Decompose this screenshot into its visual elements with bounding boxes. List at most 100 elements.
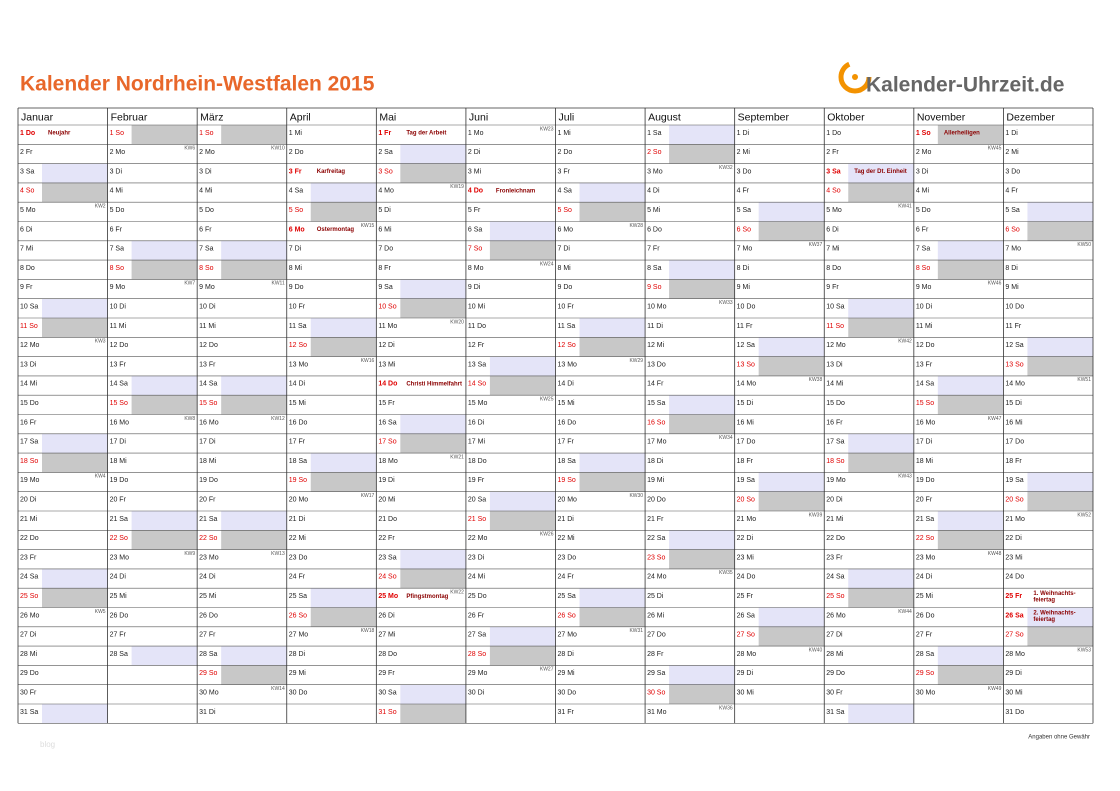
- day-label: 29 Mi: [289, 670, 307, 677]
- week-number: KW9: [184, 551, 195, 557]
- day-label: 3 Mo: [647, 168, 663, 175]
- day-shade: [131, 240, 198, 261]
- week-number: KW34: [719, 435, 733, 441]
- day-shade: [42, 433, 108, 454]
- day-label: 1 Fr: [378, 130, 391, 137]
- day-label: 22 So: [110, 535, 128, 542]
- day-shade: [848, 298, 914, 318]
- week-number: KW24: [540, 261, 554, 267]
- day-label: 22 Mo: [468, 535, 488, 542]
- month-header: Dezember: [1006, 111, 1055, 123]
- day-shade: [669, 144, 735, 164]
- day-shade: [310, 318, 377, 338]
- holiday-label: 2. Weihnachts-feiertag: [1033, 610, 1075, 623]
- day-label: 12 Do: [110, 342, 129, 349]
- day-label: 23 So: [647, 554, 665, 561]
- day-shade: [42, 704, 108, 724]
- day-label: 20 Fr: [199, 497, 216, 504]
- day-label: 31 Sa: [826, 709, 844, 716]
- day-label: 5 Fr: [468, 207, 481, 214]
- day-label: 25 Mi: [916, 593, 934, 600]
- day-label: 3 Do: [1005, 168, 1020, 175]
- day-label: 19 Mo: [826, 477, 846, 484]
- day-label: 4 Fr: [1005, 188, 1018, 195]
- day-shade: [579, 453, 646, 473]
- day-label: 19 So: [289, 477, 307, 484]
- day-shade: [669, 530, 735, 550]
- day-label: 27 Mi: [378, 632, 396, 639]
- day-label: 30 So: [647, 690, 665, 697]
- day-label: 21 Sa: [199, 516, 217, 523]
- day-shade: [669, 260, 735, 280]
- day-label: 22 So: [199, 535, 217, 542]
- day-label: 6 Di: [826, 226, 839, 233]
- day-label: 25 Mo: [378, 593, 398, 600]
- holiday-label-part: feiertag: [1033, 597, 1055, 603]
- day-label: 24 Di: [110, 574, 127, 581]
- day-shade: [131, 260, 198, 280]
- week-number: KW42: [898, 339, 912, 345]
- day-shade: [42, 588, 108, 608]
- day-shade: [669, 414, 735, 434]
- day-label: 3 Do: [737, 168, 752, 175]
- day-shade: [579, 588, 646, 608]
- day-shade: [937, 125, 1004, 145]
- week-number: KW43: [898, 474, 912, 480]
- day-label: 13 So: [737, 361, 755, 368]
- day-label: 4 Sa: [558, 188, 573, 195]
- day-shade: [400, 163, 466, 183]
- day-label: 15 So: [199, 400, 217, 407]
- day-label: 19 Di: [378, 477, 395, 484]
- day-label: 17 Fr: [558, 439, 575, 446]
- day-label: 2 Fr: [826, 149, 839, 156]
- day-label: 11 Fr: [737, 323, 753, 330]
- week-number: KW32: [719, 165, 733, 171]
- day-label: 2 Di: [468, 149, 481, 156]
- day-label: 3 Sa: [826, 168, 841, 175]
- day-label: 18 So: [20, 458, 38, 465]
- week-number: KW45: [988, 146, 1002, 152]
- day-label: 30 Fr: [826, 690, 843, 697]
- day-label: 28 Sa: [916, 651, 934, 658]
- month-header: Mai: [379, 111, 396, 123]
- day-label: 15 So: [110, 400, 128, 407]
- day-label: 28 Sa: [199, 651, 217, 658]
- day-shade: [758, 607, 825, 627]
- day-label: 8 So: [199, 265, 214, 272]
- day-shade: [758, 202, 825, 222]
- day-label: 29 Sa: [647, 670, 665, 677]
- logo-icon-dot: [852, 74, 858, 80]
- day-label: 26 Sa: [1005, 612, 1023, 619]
- day-label: 3 Fr: [558, 168, 571, 175]
- day-shade: [310, 607, 377, 627]
- day-shade: [669, 684, 735, 704]
- day-label: 26 Mi: [647, 612, 665, 619]
- day-label: 9 Do: [289, 284, 304, 291]
- day-label: 17 Sa: [20, 439, 38, 446]
- day-label: 26 Fr: [468, 612, 485, 619]
- day-shade: [1027, 472, 1093, 492]
- day-shade: [848, 163, 914, 183]
- day-label: 31 Mo: [647, 709, 667, 716]
- day-label: 21 Mi: [20, 516, 38, 523]
- day-label: 21 So: [468, 516, 486, 523]
- day-label: 29 Fr: [378, 670, 395, 677]
- day-label: 19 Mi: [647, 477, 665, 484]
- day-label: 28 Fr: [647, 651, 664, 658]
- day-label: 10 Sa: [826, 304, 844, 311]
- day-label: 14 Mi: [826, 381, 844, 388]
- day-label: 21 Sa: [110, 516, 128, 523]
- day-label: 17 Di: [199, 439, 216, 446]
- day-label: 5 Di: [378, 207, 391, 214]
- day-label: 26 Mo: [826, 612, 846, 619]
- day-label: 12 Do: [199, 342, 218, 349]
- week-number: KW26: [540, 532, 554, 538]
- day-shade: [221, 646, 287, 666]
- week-number: KW4: [95, 474, 106, 480]
- week-number: KW38: [809, 377, 823, 383]
- day-label: 4 Fr: [737, 188, 750, 195]
- day-label: 5 Do: [199, 207, 214, 214]
- day-shade: [221, 260, 287, 280]
- day-label: 16 Do: [558, 419, 577, 426]
- day-shade: [758, 472, 825, 492]
